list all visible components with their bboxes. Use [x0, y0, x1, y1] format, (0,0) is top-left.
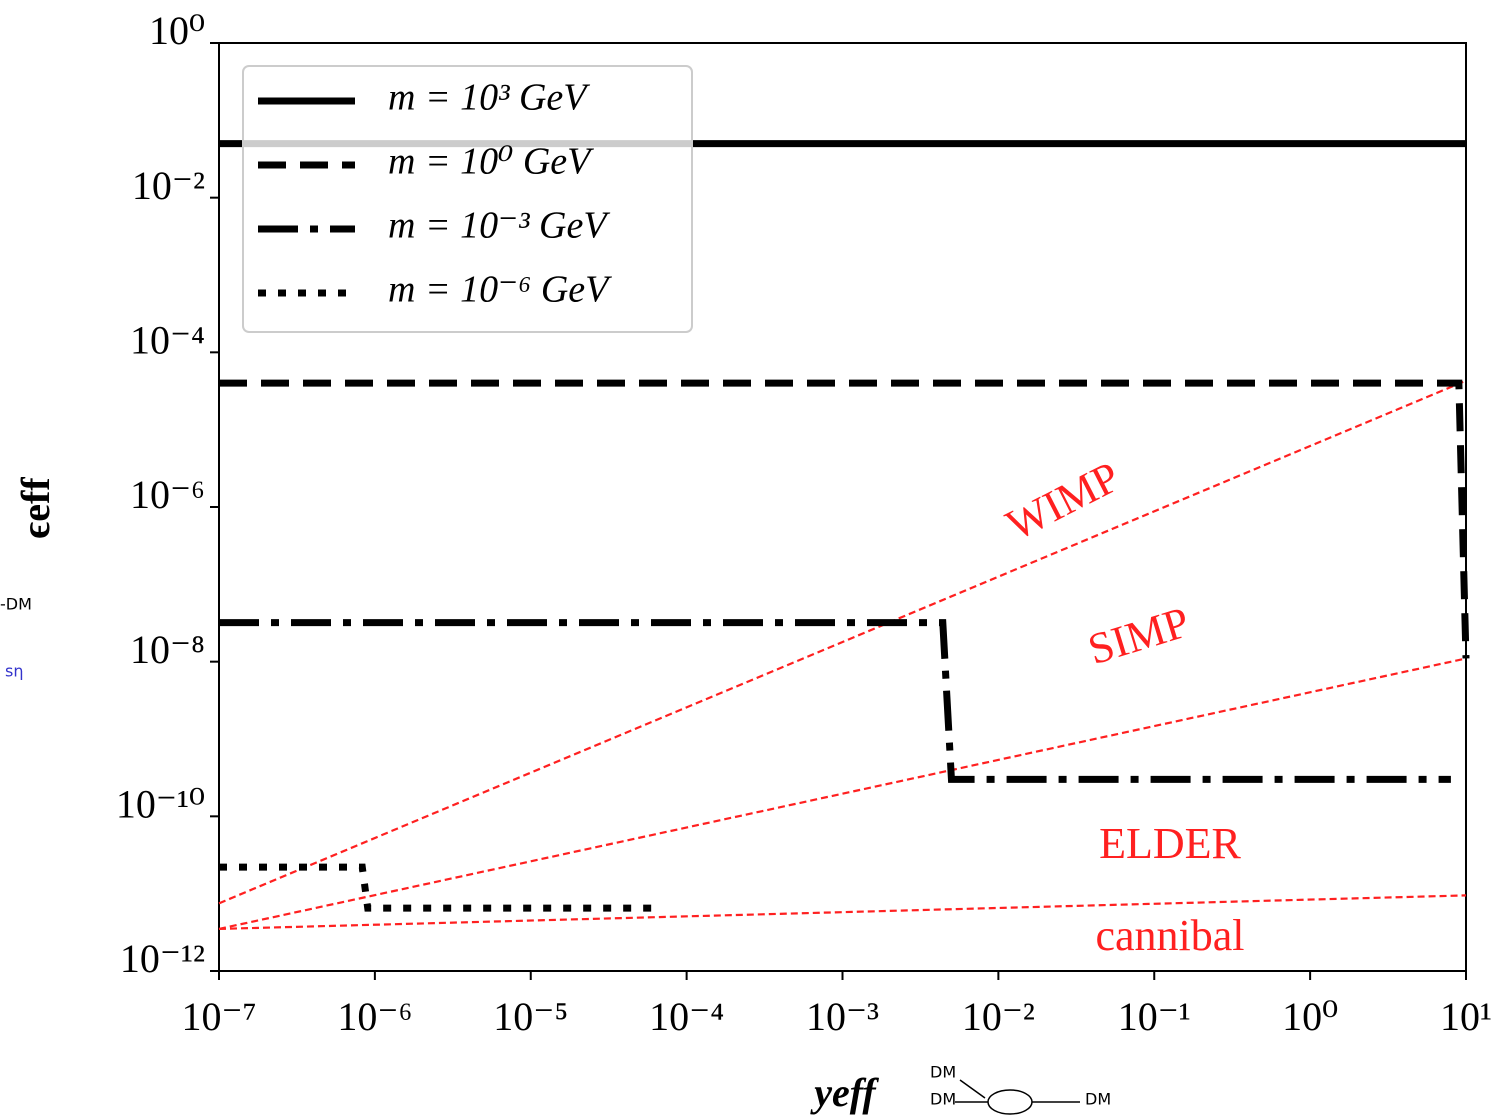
- y-tick-label: 10⁻¹⁰: [116, 782, 205, 827]
- y-tick-label: 10⁻⁸: [130, 627, 205, 672]
- handwritten-note: DM: [930, 1063, 956, 1082]
- x-tick-label: 10⁰: [1282, 994, 1338, 1039]
- x-tick-label: 10⁻⁵: [493, 994, 568, 1039]
- x-tick-label: 10⁻⁶: [337, 994, 412, 1039]
- legend-label: m = 10³ GeV: [388, 77, 590, 119]
- legend-label: m = 10⁰ GeV: [388, 141, 594, 183]
- x-axis-label: yeff: [810, 1070, 879, 1115]
- doodle: [987, 1089, 1033, 1115]
- x-tick-label: 10⁻²: [962, 994, 1035, 1039]
- series-line: [219, 863, 659, 912]
- x-tick-label: 10⁻⁷: [181, 994, 256, 1039]
- doodle: [955, 1079, 1080, 1103]
- boundary-line: [218, 894, 1467, 931]
- x-tick-label: 10⁻¹: [1118, 994, 1191, 1039]
- y-tick-label: 10⁻²: [132, 163, 205, 208]
- legend-label: m = 10⁻³ GeV: [388, 205, 610, 247]
- y-tick-label: 10⁻¹²: [120, 936, 205, 981]
- x-tick-label: 10⁻⁴: [649, 994, 724, 1039]
- x-tick-label: 10¹: [1440, 994, 1492, 1039]
- y-axis-label: ϵeff: [13, 477, 58, 539]
- region-label: cannibal: [1095, 911, 1244, 960]
- boundary-line: [218, 657, 1467, 931]
- y-tick-label: 10⁻⁶: [130, 472, 205, 517]
- legend-box: [242, 65, 693, 333]
- region-label: ELDER: [1099, 819, 1241, 868]
- series-line: [219, 379, 1470, 659]
- region-label: SIMP: [1082, 597, 1195, 674]
- legend: m = 10³ GeV m = 10⁰ GeV m = 10⁻³ GeV m = 10…: [242, 65, 693, 333]
- handwritten-note: sη: [5, 662, 23, 681]
- y-tick-label: 10⁰: [149, 8, 205, 53]
- x-tick-label: 10⁻³: [806, 994, 879, 1039]
- handwritten-note: DM: [1085, 1090, 1111, 1109]
- legend-label: m = 10⁻⁶ GeV: [388, 269, 612, 311]
- y-tick-label: 10⁻⁴: [130, 318, 205, 363]
- series-line: [219, 619, 1451, 783]
- handwritten-note: -DM: [0, 595, 32, 614]
- handwritten-note: DM: [930, 1090, 956, 1109]
- region-label: WIMP: [999, 452, 1128, 550]
- boundary-line: [218, 379, 1467, 905]
